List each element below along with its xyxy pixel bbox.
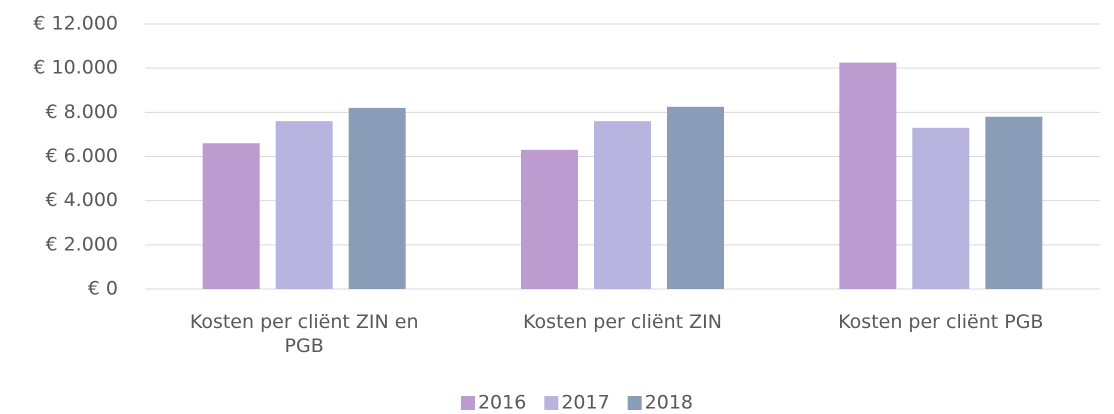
bar bbox=[985, 116, 1043, 289]
y-tick-label: € 6.000 bbox=[45, 145, 118, 167]
legend-swatch bbox=[544, 396, 559, 410]
bar bbox=[912, 127, 970, 290]
legend-label: 2016 bbox=[478, 392, 526, 414]
y-tick-label: € 4.000 bbox=[45, 189, 118, 211]
x-tick-label: Kosten per cliënt ZIN en PGB bbox=[189, 311, 419, 357]
y-tick-label: € 8.000 bbox=[45, 101, 118, 123]
y-tick-label: € 12.000 bbox=[33, 13, 118, 35]
y-tick-label: € 2.000 bbox=[45, 233, 118, 255]
bar bbox=[348, 107, 406, 290]
legend-label: 2017 bbox=[561, 392, 609, 414]
bar bbox=[275, 121, 333, 290]
bar bbox=[521, 149, 578, 289]
bar bbox=[202, 143, 260, 289]
x-tick-label: Kosten per cliënt PGB bbox=[838, 311, 1044, 333]
bar bbox=[839, 62, 897, 290]
bar bbox=[667, 106, 724, 289]
y-tick-label: € 0 bbox=[88, 278, 118, 300]
legend-swatch bbox=[460, 396, 475, 410]
legend-swatch bbox=[627, 396, 642, 410]
bar bbox=[594, 121, 651, 290]
legend-label: 2018 bbox=[645, 392, 693, 414]
x-tick-label: Kosten per cliënt ZIN bbox=[523, 311, 722, 333]
y-tick-label: € 10.000 bbox=[33, 57, 118, 79]
